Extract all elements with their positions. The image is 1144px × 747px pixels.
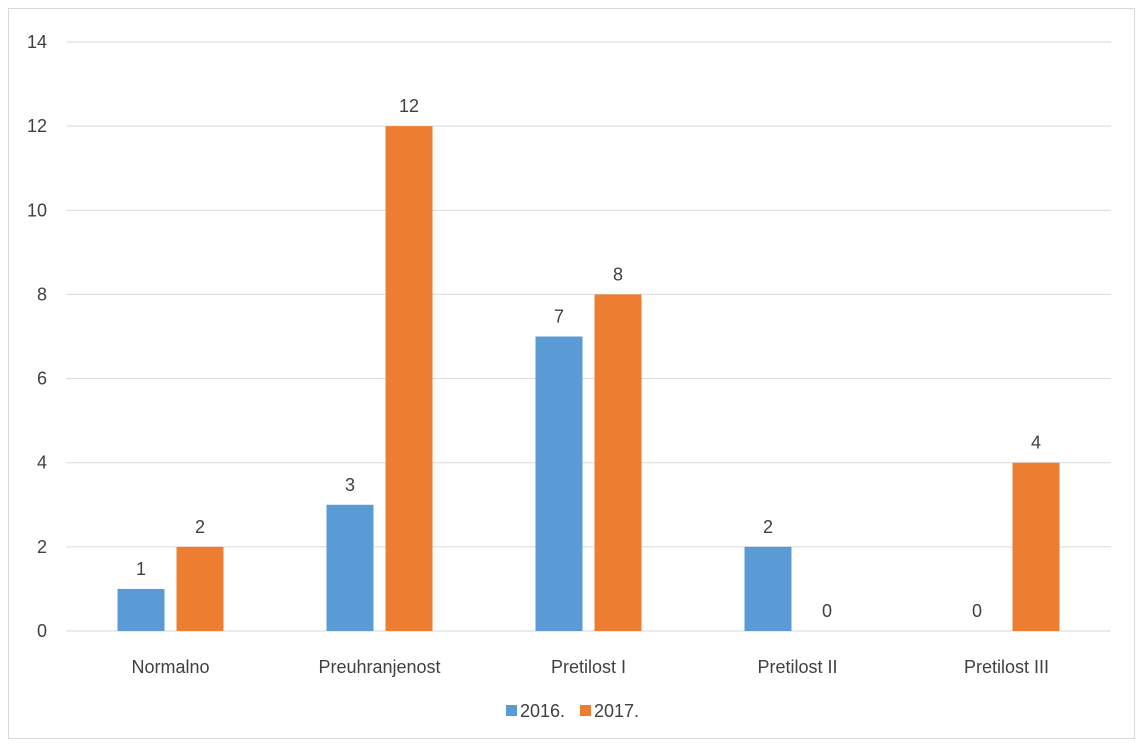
bar-2017-2	[594, 294, 642, 631]
bar-2016-0	[117, 588, 165, 631]
y-tick-label: 2	[37, 537, 47, 557]
x-category-label: Normalno	[131, 657, 209, 677]
bar-2016-1	[326, 504, 374, 631]
legend-swatch	[580, 705, 591, 716]
bar-2017-1	[385, 126, 433, 632]
legend-swatch	[506, 705, 517, 716]
bar-2017-0	[176, 546, 224, 631]
data-label: 12	[399, 96, 419, 116]
bars	[117, 126, 1060, 632]
data-label: 3	[345, 475, 355, 495]
legend: 2016. 2017.	[506, 701, 639, 721]
chart-frame: 0 2 4 6 8 10 12 14 1 2 3 12 7 8 2 0 0 4 Normalno Preuhran…	[8, 8, 1135, 739]
bar-2016-2	[535, 336, 583, 631]
x-category-label: Pretilost III	[964, 657, 1049, 677]
x-category-label: Pretilost II	[757, 657, 837, 677]
bar-2016-3	[744, 546, 792, 631]
data-label: 2	[763, 517, 773, 537]
y-tick-label: 8	[37, 284, 47, 304]
data-label: 4	[1031, 433, 1041, 453]
y-axis-ticks: 0 2 4 6 8 10 12 14	[27, 32, 47, 641]
data-label: 7	[554, 307, 564, 327]
y-tick-label: 14	[27, 32, 47, 52]
gridlines	[66, 41, 1111, 632]
legend-label: 2017.	[594, 701, 639, 721]
data-label: 8	[613, 264, 623, 284]
legend-label: 2016.	[520, 701, 565, 721]
data-label: 0	[822, 601, 832, 621]
y-tick-label: 12	[27, 116, 47, 136]
y-tick-label: 0	[37, 621, 47, 641]
x-category-label: Preuhranjenost	[318, 657, 440, 677]
y-tick-label: 6	[37, 369, 47, 389]
data-label: 1	[136, 559, 146, 579]
data-label: 2	[195, 517, 205, 537]
x-category-label: Pretilost I	[551, 657, 626, 677]
bar-2017-4	[1012, 462, 1060, 631]
y-tick-label: 4	[37, 453, 47, 473]
x-axis-categories: Normalno Preuhranjenost Pretilost I Pretilo…	[131, 657, 1049, 677]
y-tick-label: 10	[27, 200, 47, 220]
data-label: 0	[972, 601, 982, 621]
